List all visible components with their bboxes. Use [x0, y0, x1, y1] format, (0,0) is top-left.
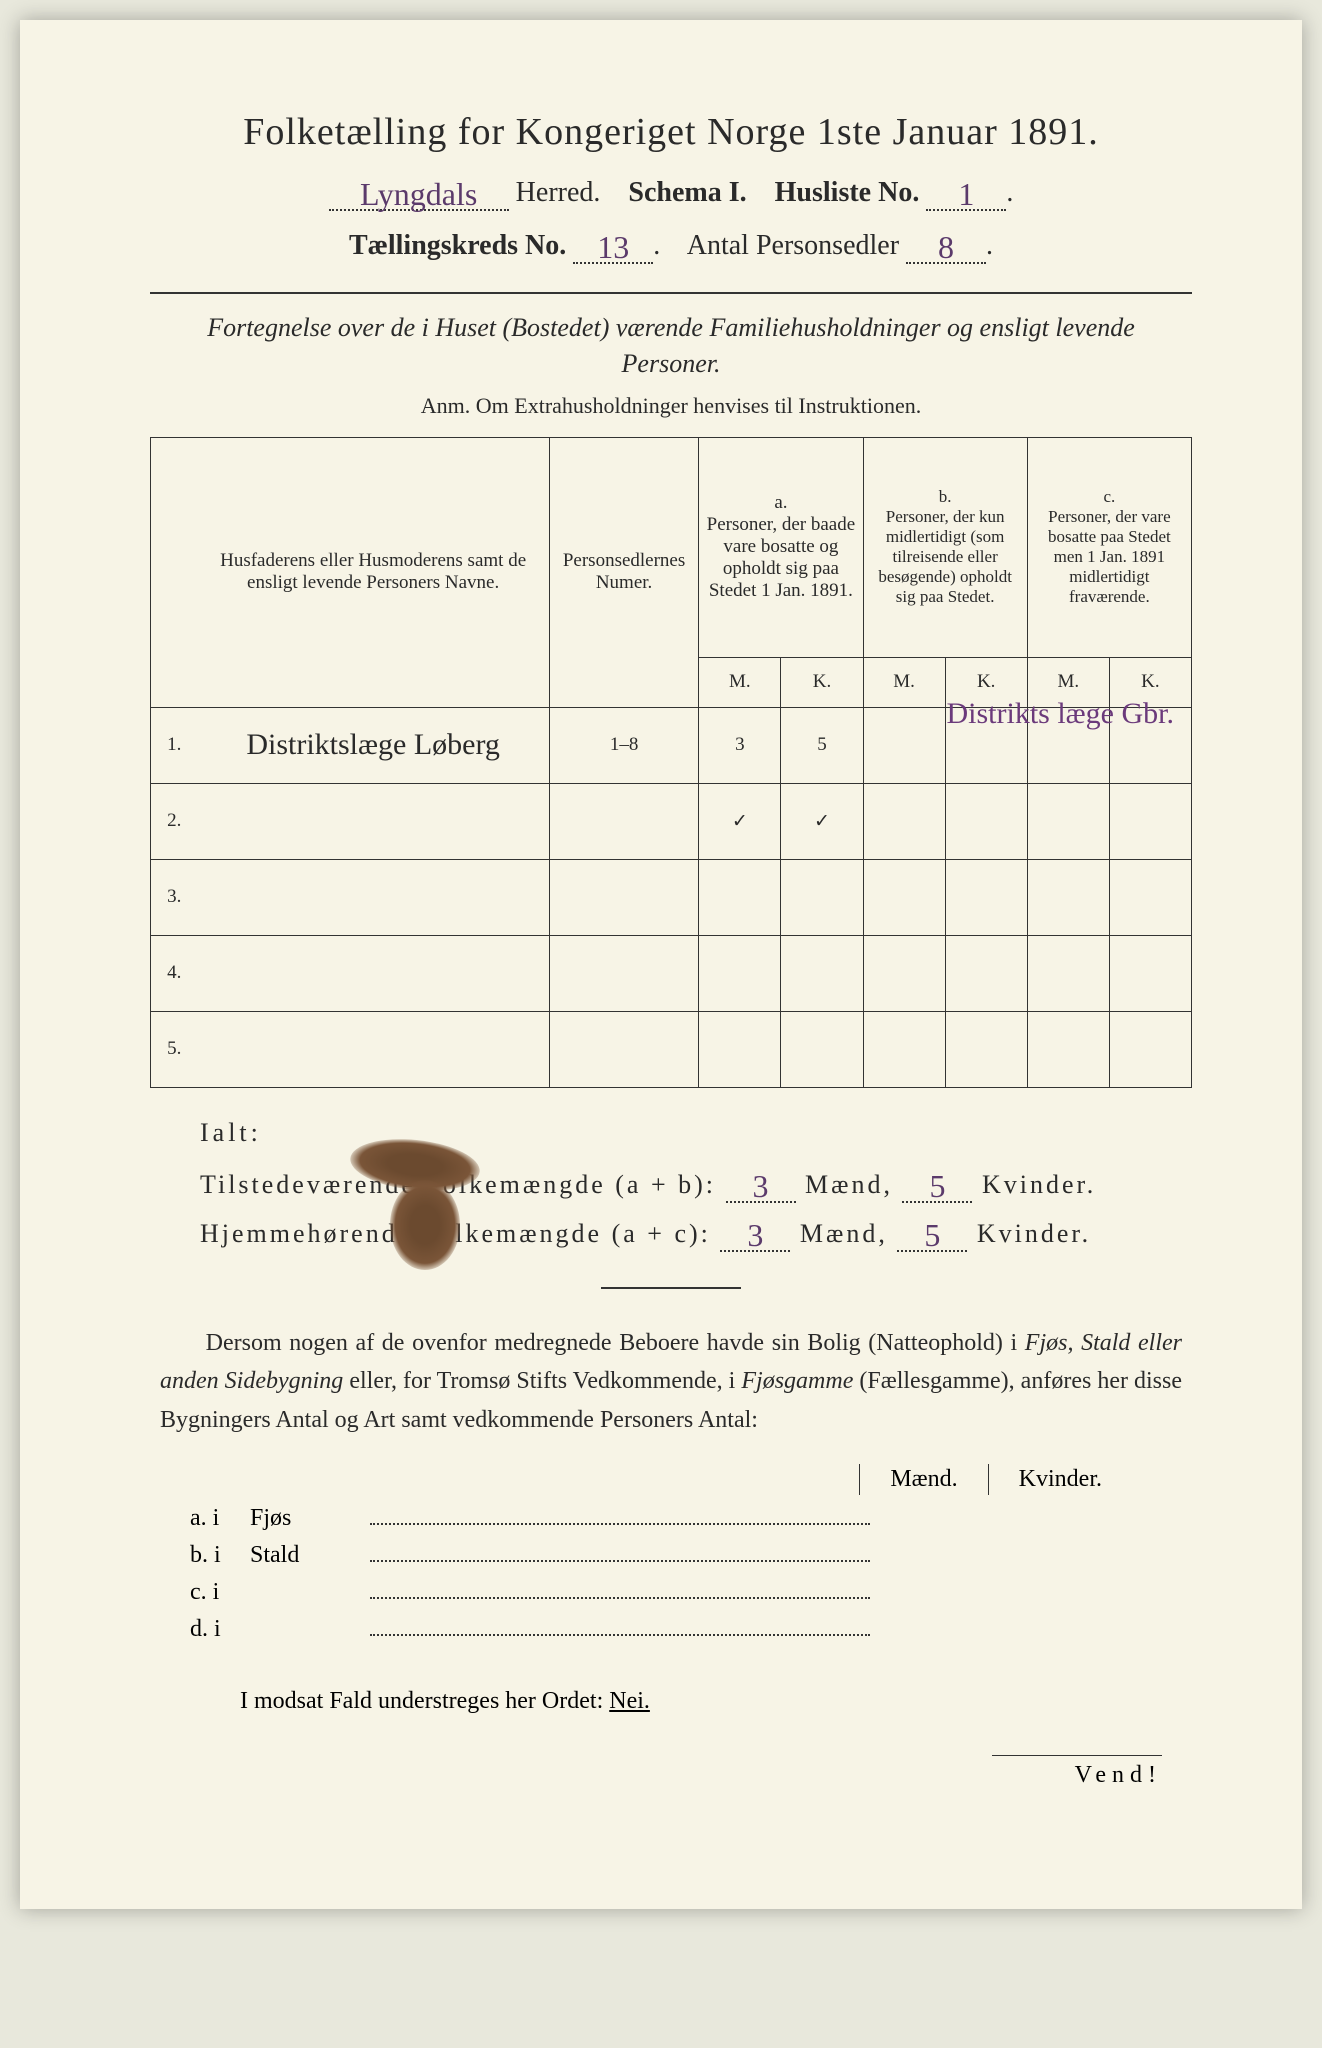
row-c-m: [1027, 1011, 1109, 1087]
row-c-k: [1109, 935, 1191, 1011]
row-a-k: 5: [781, 707, 863, 783]
abcd-row: a. iFjøs: [190, 1505, 1192, 1532]
herred-label: Herred.: [516, 177, 601, 208]
row-number: 1.: [151, 707, 198, 783]
row-c-m: [1027, 783, 1109, 859]
row-b-m: [863, 707, 945, 783]
row-a-m: ✓: [699, 783, 781, 859]
nei-line: I modsat Fald understreges her Ordet: Ne…: [240, 1688, 1192, 1715]
col-a-k: K.: [781, 657, 863, 707]
row1-k: 5: [929, 1168, 945, 1204]
table-row: 2. ✓✓: [151, 783, 1192, 859]
col-b: b. Personer, der kun midlertidigt (som t…: [863, 437, 1027, 657]
row-b-m: [863, 1011, 945, 1087]
row-c-k: [1109, 1011, 1191, 1087]
row-c-k: [1109, 859, 1191, 935]
kvinder-col: Kvinder.: [988, 1464, 1132, 1495]
ialt-label: Ialt:: [200, 1118, 1192, 1148]
divider: [150, 292, 1192, 294]
row-b-k: [945, 783, 1027, 859]
col-names: Husfaderens eller Husmoderens samt de en…: [197, 437, 549, 707]
row-a-m: 3: [699, 707, 781, 783]
row-c-k: [1109, 783, 1191, 859]
row2-k: 5: [924, 1217, 940, 1253]
small-divider: [601, 1287, 741, 1289]
col-pers: Personsedlernes Numer.: [549, 437, 698, 707]
row-a-k: [781, 935, 863, 1011]
description: Fortegnelse over de i Huset (Bostedet) v…: [190, 310, 1152, 383]
census-table: Husfaderens eller Husmoderens samt de en…: [150, 437, 1192, 1088]
abcd-row: c. i: [190, 1579, 1192, 1606]
row-a-k: [781, 859, 863, 935]
instructions-paragraph: Dersom nogen af de ovenfor medregnede Be…: [160, 1324, 1182, 1439]
ink-stain: [390, 1180, 460, 1270]
row-name: [197, 935, 549, 1011]
vend-label: Vend!: [992, 1755, 1162, 1789]
table-row: 5.: [151, 1011, 1192, 1087]
totals-row-2: Hjemmehørende Folkemængde (a + c): 3 Mæn…: [200, 1213, 1192, 1252]
col-a-m: M.: [699, 657, 781, 707]
row-pers: [549, 859, 698, 935]
row-pers: [549, 783, 698, 859]
row-b-m: [863, 783, 945, 859]
header-line-2: Tællingskreds No. 13. Antal Personsedler…: [150, 225, 1192, 264]
row2-m: 3: [747, 1217, 763, 1253]
row-number: 5.: [151, 1011, 198, 1087]
table-row: 3.: [151, 859, 1192, 935]
col-c: c. Personer, der vare bosatte paa Stedet…: [1027, 437, 1191, 657]
row-a-m: [699, 859, 781, 935]
totals-block: Ialt: Tilstedeværende Folkemængde (a + b…: [150, 1118, 1192, 1252]
col-a: a. Personer, der baade vare bosatte og o…: [699, 437, 863, 657]
row-number: 4.: [151, 935, 198, 1011]
antal-label: Antal Personsedler: [687, 230, 899, 261]
kreds-label: Tællingskreds No.: [349, 230, 566, 261]
maend-col: Mænd.: [859, 1464, 987, 1495]
husliste-value: 1: [958, 176, 974, 212]
kreds-value: 13: [597, 229, 629, 265]
row-c-m: [1027, 859, 1109, 935]
anm-note: Anm. Om Extrahusholdninger henvises til …: [150, 393, 1192, 419]
row-name: [197, 783, 549, 859]
row-b-k: [945, 859, 1027, 935]
row-b-m: [863, 859, 945, 935]
row-c-m: [1027, 935, 1109, 1011]
nei-word: Nei.: [609, 1688, 650, 1714]
row-a-m: [699, 1011, 781, 1087]
main-title: Folketælling for Kongeriget Norge 1ste J…: [150, 110, 1192, 154]
row-pers: 1–8: [549, 707, 698, 783]
row-pers: [549, 935, 698, 1011]
header-line-1: Lyngdals Herred. Schema I. Husliste No. …: [150, 172, 1192, 211]
col-b-m: M.: [863, 657, 945, 707]
row-pers: [549, 1011, 698, 1087]
row1-m: 3: [753, 1168, 769, 1204]
census-form-page: Folketælling for Kongeriget Norge 1ste J…: [20, 20, 1302, 1909]
antal-value: 8: [938, 229, 954, 265]
schema-label: Schema I.: [628, 177, 746, 208]
row-b-m: [863, 935, 945, 1011]
herred-value: Lyngdals: [360, 176, 477, 212]
row-b-k: [945, 1011, 1027, 1087]
row-a-m: [699, 935, 781, 1011]
totals-row-1: Tilstedeværende Folkemængde (a + b): 3 M…: [200, 1164, 1192, 1203]
row-name: [197, 1011, 549, 1087]
row-name: Distriktslæge Løberg: [197, 707, 549, 783]
row-name: [197, 859, 549, 935]
row-number: 2.: [151, 783, 198, 859]
row-a-k: ✓: [781, 783, 863, 859]
margin-annotation: Distrikts læge Gbr.: [946, 697, 1174, 730]
abcd-row: b. iStald: [190, 1542, 1192, 1569]
row-a-k: [781, 1011, 863, 1087]
table-row: 4.: [151, 935, 1192, 1011]
mk-header: Mænd. Kvinder.: [150, 1464, 1132, 1495]
abcd-row: d. i: [190, 1616, 1192, 1643]
row-number: 3.: [151, 859, 198, 935]
husliste-label: Husliste No.: [775, 177, 920, 208]
row-b-k: [945, 935, 1027, 1011]
